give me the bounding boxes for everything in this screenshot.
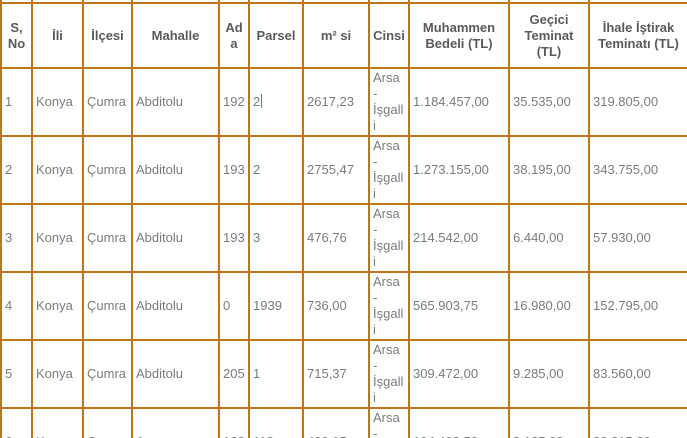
table-cell[interactable]: Konya bbox=[31, 407, 84, 438]
table-cell[interactable]: 38.195,00 bbox=[508, 135, 590, 205]
table-cell[interactable]: 192 bbox=[218, 67, 250, 137]
table-row: 4 Konya Çumra Abditolu 0 1939 736,00 Arsa - İşg… bbox=[0, 271, 687, 341]
table-cell[interactable]: 2 bbox=[248, 67, 304, 137]
table-cell[interactable]: 2755,47 bbox=[302, 135, 370, 205]
partial-cell bbox=[248, 0, 304, 4]
table-cell[interactable]: 6.440,00 bbox=[508, 203, 590, 273]
table-cell[interactable]: 4 bbox=[0, 271, 33, 341]
table-cell[interactable]: 309.472,00 bbox=[408, 339, 510, 409]
table-cell[interactable]: Çumra bbox=[82, 135, 133, 205]
table-cell[interactable]: 83.560,00 bbox=[588, 339, 687, 409]
table-cell[interactable]: Konya bbox=[31, 203, 84, 273]
table-cell[interactable]: Arsa - İşgalli bbox=[368, 67, 410, 137]
table-cell[interactable]: 35.535,00 bbox=[508, 67, 590, 137]
table-cell[interactable]: 565.903,75 bbox=[408, 271, 510, 341]
table-cell[interactable]: Konya bbox=[31, 271, 84, 341]
table-cell[interactable]: 5 bbox=[0, 339, 33, 409]
table-cell[interactable]: 3.135,00 bbox=[508, 407, 590, 438]
table-cell[interactable]: 1.184.457,00 bbox=[408, 67, 510, 137]
column-header: m² si bbox=[302, 2, 370, 69]
table-cell[interactable]: 2 bbox=[248, 135, 304, 205]
table-cell[interactable]: Konya bbox=[31, 135, 84, 205]
table-cell[interactable]: 3 bbox=[248, 203, 304, 273]
table-cell[interactable]: 16.980,00 bbox=[508, 271, 590, 341]
table-row: 5 Konya Çumra Abditolu 205 1 715,37 Arsa - İşga… bbox=[0, 339, 687, 409]
table-cell[interactable]: 343.755,00 bbox=[588, 135, 687, 205]
column-header: İhale İştirak Teminatı (TL) bbox=[588, 2, 687, 69]
table-cell[interactable]: Abditolu bbox=[131, 271, 220, 341]
table-cell[interactable]: Çumra bbox=[82, 271, 133, 341]
table-cell[interactable]: 118 bbox=[248, 407, 304, 438]
table-cell[interactable]: Çumra bbox=[82, 407, 133, 438]
table-cell[interactable]: Arsa - İşgalli bbox=[368, 203, 410, 273]
column-header: Cinsi bbox=[368, 2, 410, 69]
table-cell[interactable]: Arsa - İşgalli bbox=[368, 135, 410, 205]
table-cell[interactable]: 205 bbox=[218, 339, 250, 409]
table-row: 6KonyaÇumraApa122118409,15Arsa - İşgalli… bbox=[0, 407, 687, 438]
table-cell[interactable]: Arsa - İşgalli bbox=[368, 407, 410, 438]
table-cell[interactable]: 409,15 bbox=[302, 407, 370, 438]
table-cell[interactable]: 9.285,00 bbox=[508, 339, 590, 409]
table-cell[interactable]: Konya bbox=[31, 339, 84, 409]
partial-cell bbox=[408, 0, 510, 4]
table-cell[interactable]: Arsa - İşgalli bbox=[368, 271, 410, 341]
table-cell[interactable]: Abditolu bbox=[131, 135, 220, 205]
column-header: Parsel bbox=[248, 2, 304, 69]
partial-cell bbox=[82, 0, 133, 4]
partial-cell bbox=[31, 0, 84, 4]
table-cell[interactable]: 104.492,50 bbox=[408, 407, 510, 438]
partial-cell bbox=[131, 0, 220, 4]
table-cell[interactable]: Çumra bbox=[82, 203, 133, 273]
column-header: S, No bbox=[0, 2, 33, 69]
table-cell[interactable]: 122 bbox=[218, 407, 250, 438]
partial-cell bbox=[508, 0, 590, 4]
table-cell[interactable]: 2 bbox=[0, 135, 33, 205]
table-cell[interactable]: 193 bbox=[218, 203, 250, 273]
column-header: Ada bbox=[218, 2, 250, 69]
partial-row-top bbox=[0, 0, 687, 4]
table-cell[interactable]: 1.273.155,00 bbox=[408, 135, 510, 205]
column-header: Mahalle bbox=[131, 2, 220, 69]
table-cell[interactable]: Abditolu bbox=[131, 67, 220, 137]
table-cell[interactable]: Çumra bbox=[82, 339, 133, 409]
table-cell[interactable]: Apa bbox=[131, 407, 220, 438]
table-cell[interactable]: 715,37 bbox=[302, 339, 370, 409]
column-header: İli bbox=[31, 2, 84, 69]
partial-cell bbox=[218, 0, 250, 4]
table-cell[interactable]: 3 bbox=[0, 203, 33, 273]
table-cell[interactable]: Abditolu bbox=[131, 339, 220, 409]
table-cell[interactable]: 57.930,00 bbox=[588, 203, 687, 273]
table-cell[interactable]: 736,00 bbox=[302, 271, 370, 341]
text-cursor bbox=[261, 94, 263, 108]
table-cell[interactable]: Abditolu bbox=[131, 203, 220, 273]
header-row: S, No İli İlçesi Mahalle Ada Parsel m² si Cinsi… bbox=[0, 2, 687, 69]
partial-cell bbox=[0, 0, 33, 4]
table-cell[interactable]: 1 bbox=[0, 67, 33, 137]
table-cell[interactable]: 319.805,00 bbox=[588, 67, 687, 137]
table-cell[interactable]: 28.215,00 bbox=[588, 407, 687, 438]
table-cell[interactable]: 214.542,00 bbox=[408, 203, 510, 273]
table-cell[interactable]: 2617,23 bbox=[302, 67, 370, 137]
table-row: 1 Konya Çumra Abditolu 192 2 2617,23 Arsa - İşg… bbox=[0, 67, 687, 137]
table-cell[interactable]: 476,76 bbox=[302, 203, 370, 273]
table-row: 3 Konya Çumra Abditolu 193 3 476,76 Arsa - İşga… bbox=[0, 203, 687, 273]
table-cell[interactable]: 6 bbox=[0, 407, 33, 438]
table-row: 2 Konya Çumra Abditolu 193 2 2755,47 Arsa - İşg… bbox=[0, 135, 687, 205]
table-cell[interactable]: 152.795,00 bbox=[588, 271, 687, 341]
partial-cell bbox=[368, 0, 410, 4]
table-cell[interactable]: 0 bbox=[218, 271, 250, 341]
table-cell[interactable]: 193 bbox=[218, 135, 250, 205]
column-header: Muhammen Bedeli (TL) bbox=[408, 2, 510, 69]
table-cell[interactable]: Konya bbox=[31, 67, 84, 137]
table-cell[interactable]: 1 bbox=[248, 339, 304, 409]
table-cell[interactable]: Çumra bbox=[82, 67, 133, 137]
column-header: Geçici Teminat (TL) bbox=[508, 2, 590, 69]
table-cell[interactable]: 1939 bbox=[248, 271, 304, 341]
table-cell[interactable]: Arsa - İşgalli bbox=[368, 339, 410, 409]
partial-cell bbox=[302, 0, 370, 4]
column-header: İlçesi bbox=[82, 2, 133, 69]
